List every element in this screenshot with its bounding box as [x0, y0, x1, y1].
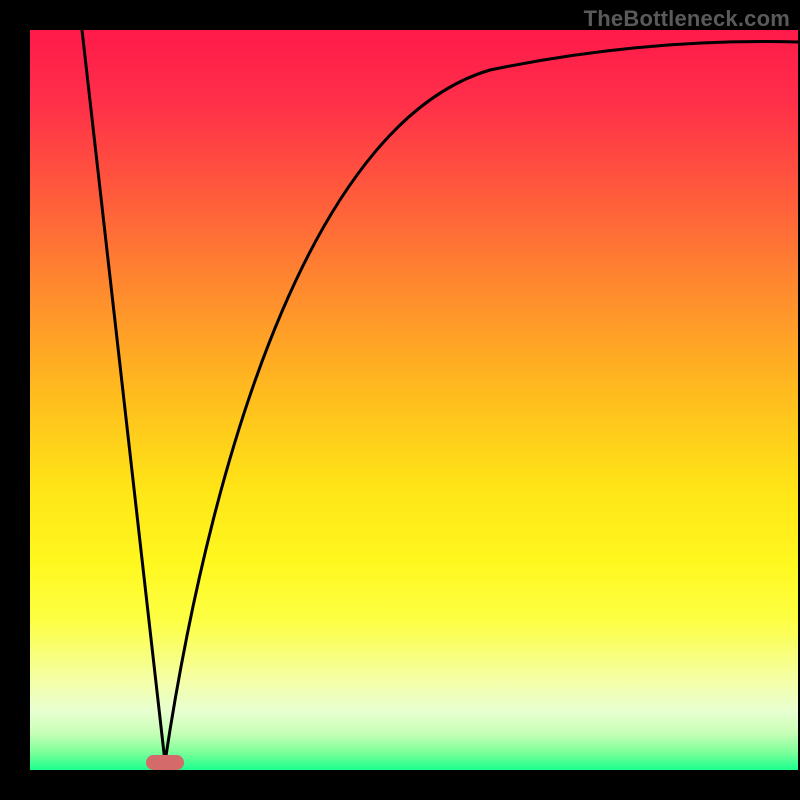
watermark-text: TheBottleneck.com: [584, 6, 790, 32]
plot-area: [30, 30, 798, 770]
bottleneck-curve: [30, 30, 798, 770]
chart-root: TheBottleneck.com: [0, 0, 800, 800]
vertex-marker: [146, 755, 184, 770]
